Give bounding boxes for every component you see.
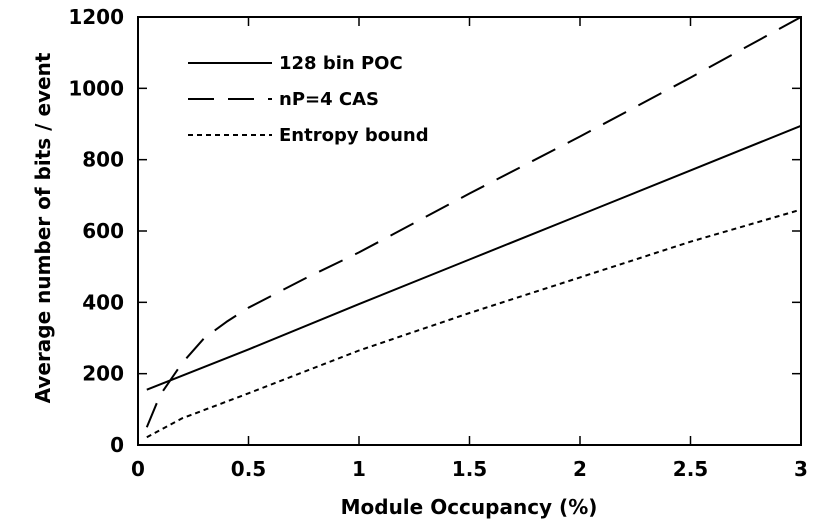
x-tick-label: 3: [794, 457, 808, 481]
y-tick-label: 200: [82, 362, 124, 386]
legend: 128 bin POC nP=4 CAS Entropy bound: [188, 53, 429, 146]
x-tick-label: 1: [352, 457, 366, 481]
x-tick-label: 2: [573, 457, 587, 481]
series-line-solid: [146, 124, 802, 391]
ticks-layer: 0 0.5 1 1.5 2 2.5 3 0 200 400 600 800 1000 1200: [68, 5, 808, 481]
y-tick-label: 600: [82, 219, 124, 243]
plot-frame: [137, 16, 802, 446]
x-tick-label: 1.5: [452, 457, 487, 481]
x-tick-label: 2.5: [673, 457, 708, 481]
y-axis-title: Average number of bits / event: [31, 52, 55, 403]
legend-label: Entropy bound: [279, 125, 429, 146]
y-tick-label: 1200: [68, 5, 124, 29]
legend-label: nP=4 CAS: [279, 89, 379, 110]
series-line-dotted: [146, 208, 802, 439]
legend-label: 128 bin POC: [279, 53, 403, 74]
x-tick-label: 0: [131, 457, 145, 481]
x-tick-label: 0.5: [231, 457, 266, 481]
y-tick-label: 1000: [68, 76, 124, 100]
y-tick-label: 400: [82, 290, 124, 314]
y-tick-label: 800: [82, 148, 124, 172]
x-axis-title: Module Occupancy (%): [341, 495, 598, 519]
series-layer: [145, 16, 802, 439]
y-tick-label: 0: [110, 433, 124, 457]
